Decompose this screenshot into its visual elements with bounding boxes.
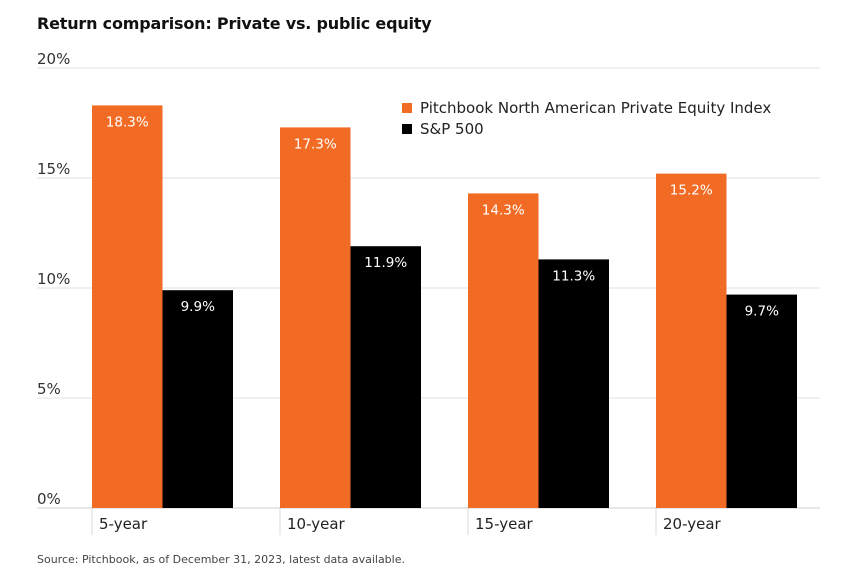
data-label: 9.9% [181, 299, 215, 315]
bar-sp500 [726, 294, 797, 508]
y-tick-label: 10% [37, 270, 70, 288]
bar-sp500 [162, 290, 233, 508]
source-note: Source: Pitchbook, as of December 31, 20… [37, 553, 405, 566]
legend-label: Pitchbook North American Private Equity … [420, 99, 771, 117]
chart-title: Return comparison: Private vs. public eq… [37, 14, 432, 33]
bar-private-equity [468, 193, 539, 508]
data-label: 17.3% [294, 136, 337, 152]
legend-swatch [402, 124, 412, 134]
y-tick-label: 0% [37, 490, 61, 508]
data-label: 14.3% [482, 202, 525, 218]
data-label: 15.2% [670, 183, 713, 199]
bar-sp500 [538, 259, 609, 508]
x-tick-label: 10-year [287, 515, 346, 533]
x-tick-label: 5-year [99, 515, 148, 533]
data-label: 9.7% [745, 304, 779, 320]
y-tick-label: 5% [37, 380, 61, 398]
data-label: 11.9% [364, 255, 407, 271]
bar-private-equity [656, 173, 727, 508]
data-label: 18.3% [106, 114, 149, 130]
bar-private-equity [92, 105, 163, 509]
legend-label: S&P 500 [420, 120, 484, 138]
x-tick-label: 15-year [475, 515, 534, 533]
x-tick-label: 20-year [663, 515, 722, 533]
bar-private-equity [280, 127, 351, 509]
y-tick-label: 15% [37, 160, 70, 178]
y-tick-label: 20% [37, 50, 70, 68]
bar-sp500 [350, 246, 421, 508]
data-label: 11.3% [552, 268, 595, 284]
legend-swatch [402, 103, 412, 113]
